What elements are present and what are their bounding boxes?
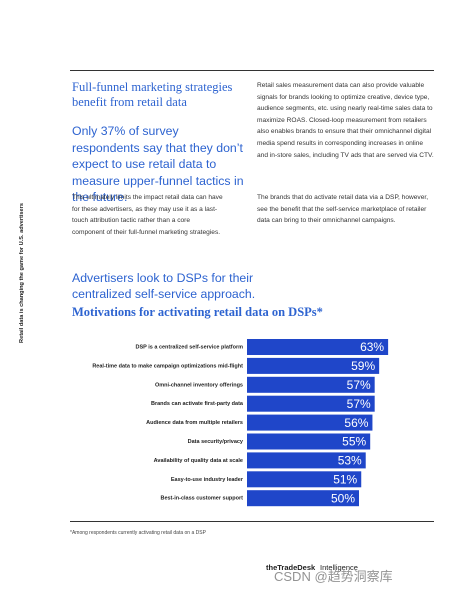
callout: Advertisers look to DSPs for their centr… xyxy=(72,271,256,301)
bar xyxy=(247,452,366,469)
chart: DSP is a centralized self-service platfo… xyxy=(92,339,389,507)
footnote: *Among respondents currently activating … xyxy=(70,530,206,536)
value-label: 55% xyxy=(342,435,366,449)
top-rule xyxy=(70,70,434,71)
side-label: Retail data is changing the game for U.S… xyxy=(19,203,25,343)
heading: Full-funnel marketing strategies benefit… xyxy=(72,80,233,109)
category-label: Omni-channel inventory offerings xyxy=(155,382,243,388)
bar xyxy=(247,339,389,355)
value-label: 51% xyxy=(333,472,357,486)
bar xyxy=(247,395,375,412)
bar xyxy=(247,490,359,507)
right-body: Retail sales measurement data can also p… xyxy=(257,82,434,159)
chart-title: Motivations for activating retail data o… xyxy=(72,305,323,319)
value-label: 56% xyxy=(344,416,368,430)
category-label: Audience data from multiple retailers xyxy=(146,420,243,426)
product: Intelligence xyxy=(320,563,358,572)
value-label: 57% xyxy=(347,378,371,392)
category-label: Easy-to-use industry leader xyxy=(171,477,244,483)
brand: theTradeDesk xyxy=(266,563,316,572)
category-label: Real-time data to make campaign optimiza… xyxy=(92,363,243,369)
footnote-rule xyxy=(70,521,434,522)
category-label: Brands can activate first-party data xyxy=(151,401,244,407)
value-label: 57% xyxy=(347,397,371,411)
bar xyxy=(247,433,371,450)
value-label: 59% xyxy=(351,359,375,373)
bar xyxy=(247,376,375,393)
value-label: 50% xyxy=(331,491,355,505)
value-label: 53% xyxy=(338,454,362,468)
watermark: CSDN @趋势洞察库 xyxy=(274,569,393,584)
pull-quote: Only 37% of survey respondents say that … xyxy=(72,124,244,204)
category-label: Data security/privacy xyxy=(188,439,244,445)
right-body: The brands that do activate retail data … xyxy=(257,194,429,225)
category-label: DSP is a centralized self-service platfo… xyxy=(136,344,244,350)
category-label: Best-in-class customer support xyxy=(160,496,243,502)
left-body: This ultimately limits the impact retail… xyxy=(72,194,223,236)
bar xyxy=(247,357,380,374)
value-label: 63% xyxy=(360,340,384,354)
category-label: Availability of quality data at scale xyxy=(154,458,243,464)
bar xyxy=(247,414,373,431)
bar xyxy=(247,471,362,488)
